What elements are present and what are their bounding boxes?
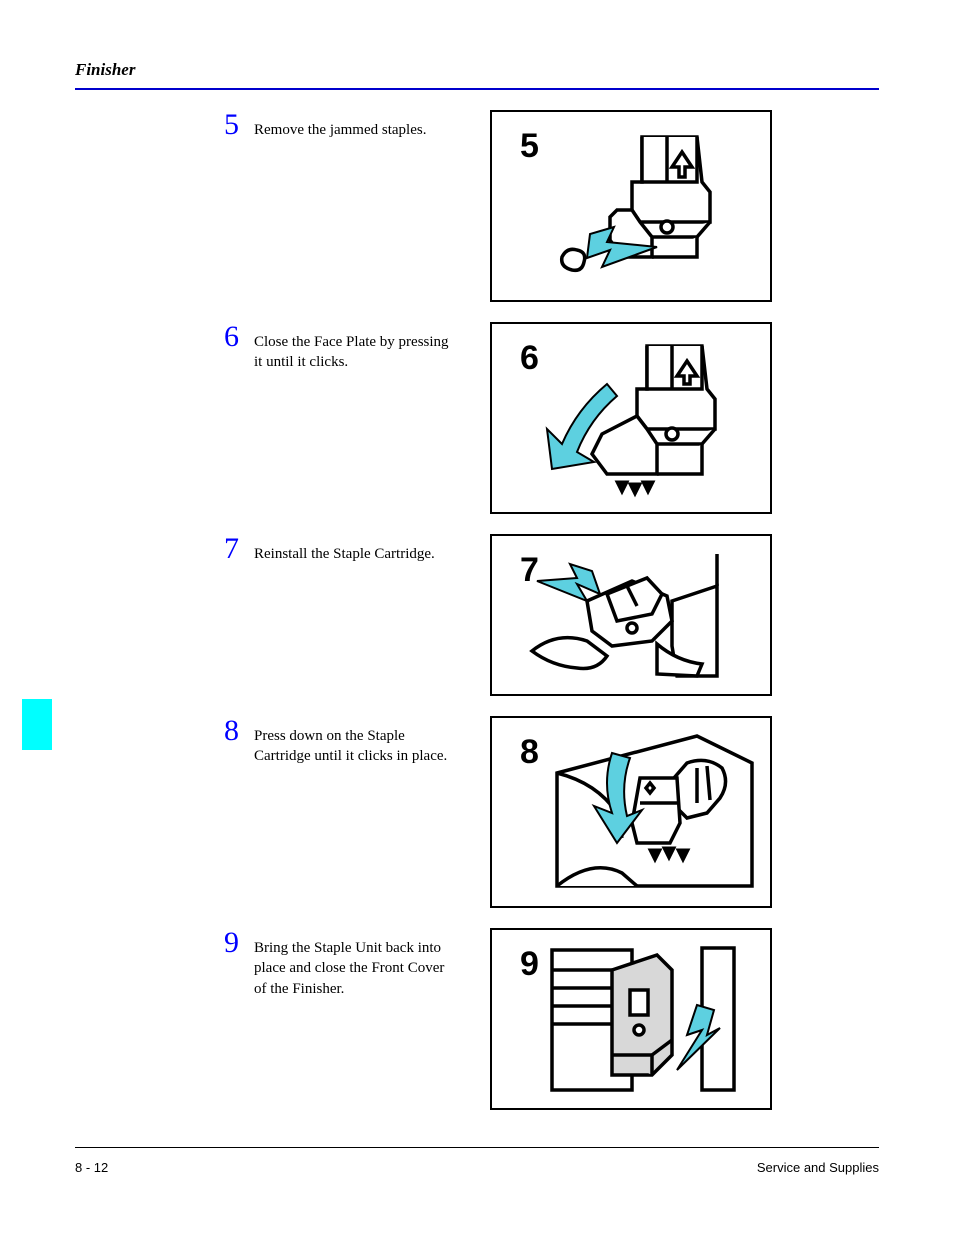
diagram-7-svg: 7 — [502, 546, 760, 684]
svg-text:6: 6 — [520, 339, 539, 377]
step-6-number: 6 — [224, 322, 242, 352]
step-6-text: Close the Face Plate by pressing it unti… — [254, 322, 460, 373]
step-9-text: Bring the Staple Unit back into place an… — [254, 928, 460, 999]
step-5-text: Remove the jammed staples. — [254, 110, 426, 140]
step-7-number: 7 — [224, 534, 242, 564]
step-8-text: Press down on the Staple Cartridge until… — [254, 716, 460, 767]
step-5-text-block: 5 Remove the jammed staples. — [75, 110, 460, 140]
step-9-diagram: 9 — [490, 928, 772, 1110]
header-rule — [75, 88, 879, 90]
footer-content: 8 - 12 Service and Supplies — [75, 1160, 879, 1175]
svg-text:8: 8 — [520, 733, 539, 771]
section-name: Service and Supplies — [757, 1160, 879, 1175]
step-7: 7 Reinstall the Staple Cartridge. 7 — [75, 534, 879, 704]
page-tab-marker — [22, 699, 52, 750]
step-8: 8 Press down on the Staple Cartridge unt… — [75, 716, 879, 916]
page-footer: 8 - 12 Service and Supplies — [75, 1147, 879, 1175]
step-8-number: 8 — [224, 716, 242, 746]
step-7-text-block: 7 Reinstall the Staple Cartridge. — [75, 534, 460, 564]
step-6-text-block: 6 Close the Face Plate by pressing it un… — [75, 322, 460, 373]
step-8-diagram-wrap: 8 — [490, 716, 772, 908]
step-5: 5 Remove the jammed staples. 5 — [75, 110, 879, 310]
diagram-9-svg: 9 — [502, 940, 760, 1098]
svg-text:7: 7 — [520, 551, 539, 589]
step-7-diagram-wrap: 7 — [490, 534, 772, 696]
step-6: 6 Close the Face Plate by pressing it un… — [75, 322, 879, 522]
diagram-6-svg: 6 — [502, 334, 760, 502]
svg-text:5: 5 — [520, 127, 539, 165]
page-number: 8 - 12 — [75, 1160, 108, 1175]
step-9-number: 9 — [224, 928, 242, 958]
diagram-8-svg: 8 — [502, 728, 760, 896]
step-9-diagram-wrap: 9 — [490, 928, 772, 1110]
footer-rule — [75, 1147, 879, 1148]
step-5-diagram: 5 — [490, 110, 772, 302]
step-7-diagram: 7 — [490, 534, 772, 696]
step-5-number: 5 — [224, 110, 242, 140]
page-header: Finisher — [75, 60, 879, 90]
step-6-diagram: 6 — [490, 322, 772, 514]
step-7-text: Reinstall the Staple Cartridge. — [254, 534, 435, 564]
section-title: Finisher — [75, 60, 879, 88]
step-9: 9 Bring the Staple Unit back into place … — [75, 928, 879, 1110]
step-8-text-block: 8 Press down on the Staple Cartridge unt… — [75, 716, 460, 767]
content-area: 5 Remove the jammed staples. 5 — [75, 110, 879, 1122]
diagram-5-svg: 5 — [502, 122, 760, 290]
svg-text:9: 9 — [520, 945, 539, 983]
step-9-text-block: 9 Bring the Staple Unit back into place … — [75, 928, 460, 999]
step-5-diagram-wrap: 5 — [490, 110, 772, 302]
step-8-diagram: 8 — [490, 716, 772, 908]
step-6-diagram-wrap: 6 — [490, 322, 772, 514]
